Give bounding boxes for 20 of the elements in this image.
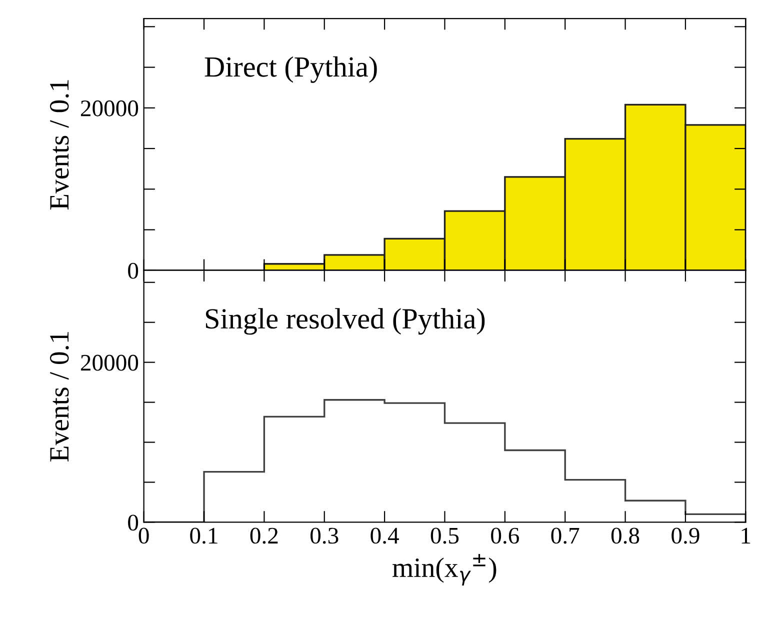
y-tick-label: 0 bbox=[128, 262, 138, 279]
y-axis-title: Events / 0.1 bbox=[50, 332, 69, 462]
x-tick-label: 0.9 bbox=[672, 528, 700, 544]
x-tick-label: 0.4 bbox=[370, 528, 399, 544]
x-tick-label: 0.6 bbox=[491, 528, 519, 544]
x-tick-label: 0.1 bbox=[190, 528, 218, 544]
x-tick-label: 0.2 bbox=[250, 528, 278, 544]
annotation: Direct (Pythia) bbox=[204, 56, 377, 83]
y-axis-title: Events / 0.1 bbox=[50, 80, 69, 210]
x-tick-label: 0.8 bbox=[611, 528, 640, 544]
y-tick-label: 20000 bbox=[80, 354, 138, 371]
x-axis-title: min(x$_{γ}$$^{±}$) bbox=[392, 554, 496, 586]
x-tick-label: 1 bbox=[742, 528, 750, 544]
y-tick-label: 0 bbox=[128, 514, 138, 531]
x-tick-label: 0.7 bbox=[551, 528, 580, 544]
x-tick-label: 0.5 bbox=[430, 528, 459, 544]
x-tick-label: 0 bbox=[138, 528, 149, 544]
y-tick-label: 20000 bbox=[80, 100, 138, 116]
x-tick-label: 0.3 bbox=[310, 528, 338, 544]
annotation: Single resolved (Pythia) bbox=[206, 308, 485, 335]
